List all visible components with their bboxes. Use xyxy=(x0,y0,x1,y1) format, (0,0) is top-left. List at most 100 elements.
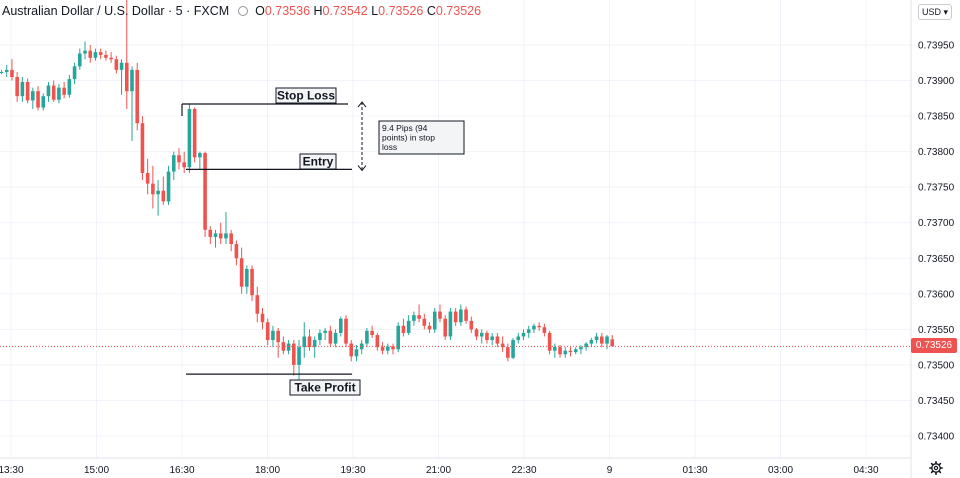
candle-body xyxy=(41,96,46,108)
candle-body xyxy=(573,349,578,353)
take-profit-box xyxy=(289,379,361,396)
time-tick-label: 16:30 xyxy=(169,465,194,476)
candle xyxy=(469,316,474,333)
candle-body xyxy=(78,53,82,67)
candle-body xyxy=(140,123,145,173)
candle-body xyxy=(57,87,61,100)
candle-body xyxy=(610,339,615,347)
pips-note-box xyxy=(378,120,465,155)
candle xyxy=(605,335,609,350)
candle-body xyxy=(4,69,9,73)
candle xyxy=(479,329,484,344)
candle-body xyxy=(432,311,437,330)
candle xyxy=(600,332,604,348)
candle xyxy=(218,222,223,245)
candle-body xyxy=(547,332,552,351)
stop-loss-box xyxy=(275,87,337,104)
open-value: 0.73536 xyxy=(264,4,311,18)
time-tick-label: 21:00 xyxy=(426,465,451,476)
candle xyxy=(135,62,140,131)
candle-body xyxy=(297,347,301,365)
candle-body xyxy=(328,330,333,344)
symbol-legend[interactable]: Australian Dollar / U.S. Dollar · 5 · FX… xyxy=(2,4,481,18)
candle xyxy=(568,347,573,357)
candle-body xyxy=(396,325,401,350)
candle-body xyxy=(495,336,500,344)
gear-icon[interactable] xyxy=(929,461,943,475)
currency-label: USD xyxy=(921,7,941,17)
candle xyxy=(401,318,406,337)
price-tick-label: 0.73750 xyxy=(918,183,955,194)
candle xyxy=(276,327,280,358)
candle-body xyxy=(537,325,541,328)
candle-body xyxy=(516,336,521,341)
candle xyxy=(250,265,254,301)
candle xyxy=(177,148,181,170)
candle xyxy=(380,342,385,355)
candle xyxy=(151,165,155,209)
candle xyxy=(344,315,348,348)
candle xyxy=(412,311,416,326)
time-tick-label: 03:00 xyxy=(768,465,793,476)
candle-body xyxy=(124,62,129,92)
candle-body xyxy=(166,171,171,202)
candle-body xyxy=(171,155,176,172)
low-value: 0.73526 xyxy=(378,4,424,18)
candle-body xyxy=(354,349,359,357)
candle xyxy=(286,340,291,355)
candle-body xyxy=(98,52,103,55)
candle-body xyxy=(239,258,244,287)
candle xyxy=(166,165,171,205)
candle-body xyxy=(453,311,458,323)
candle-body xyxy=(469,320,474,330)
candle-body xyxy=(192,108,197,158)
candle-body xyxy=(401,325,406,333)
price-tick-label: 0.73650 xyxy=(918,254,955,265)
candle-body xyxy=(568,350,573,353)
entry-label: Entry xyxy=(303,155,334,169)
candle xyxy=(124,0,129,109)
candle-body xyxy=(292,343,296,365)
candle-body xyxy=(255,295,260,314)
candle-body xyxy=(177,155,181,163)
high-key: H xyxy=(313,4,323,18)
candle-body xyxy=(130,69,134,92)
candle-body xyxy=(427,325,432,330)
candle xyxy=(333,329,338,348)
candle-body xyxy=(370,330,374,336)
price-tick-label: 0.73550 xyxy=(918,325,955,336)
candle-body xyxy=(485,332,489,341)
candle xyxy=(375,332,380,351)
candle xyxy=(349,340,354,362)
candle-body xyxy=(88,50,93,58)
time-tick-label: 01:30 xyxy=(682,465,707,476)
candle xyxy=(156,180,160,216)
candle-body xyxy=(62,87,66,95)
candle xyxy=(213,229,218,248)
candle xyxy=(312,336,317,358)
candle xyxy=(260,308,265,330)
candle-body xyxy=(208,229,213,237)
candle-body xyxy=(0,72,4,74)
candle xyxy=(281,336,286,355)
candle xyxy=(589,337,594,348)
candle xyxy=(610,335,615,347)
candle xyxy=(307,329,312,351)
candle xyxy=(72,62,77,85)
candle-body xyxy=(245,268,249,287)
candle xyxy=(359,340,364,355)
candle xyxy=(391,343,395,355)
currency-dropdown[interactable]: USD ▾ xyxy=(918,4,952,20)
entry-box xyxy=(299,153,337,170)
candle-body xyxy=(234,244,239,259)
candle-body xyxy=(145,172,150,184)
candle-body xyxy=(104,54,108,58)
candle-body xyxy=(500,343,505,348)
chevron-down-icon: ▾ xyxy=(943,7,949,17)
time-tick-label: 9 xyxy=(607,465,613,476)
price-tick-label: 0.73800 xyxy=(918,147,955,158)
time-tick-label: 15:00 xyxy=(84,465,109,476)
candle-body xyxy=(532,325,536,330)
chart-grid xyxy=(0,0,911,458)
